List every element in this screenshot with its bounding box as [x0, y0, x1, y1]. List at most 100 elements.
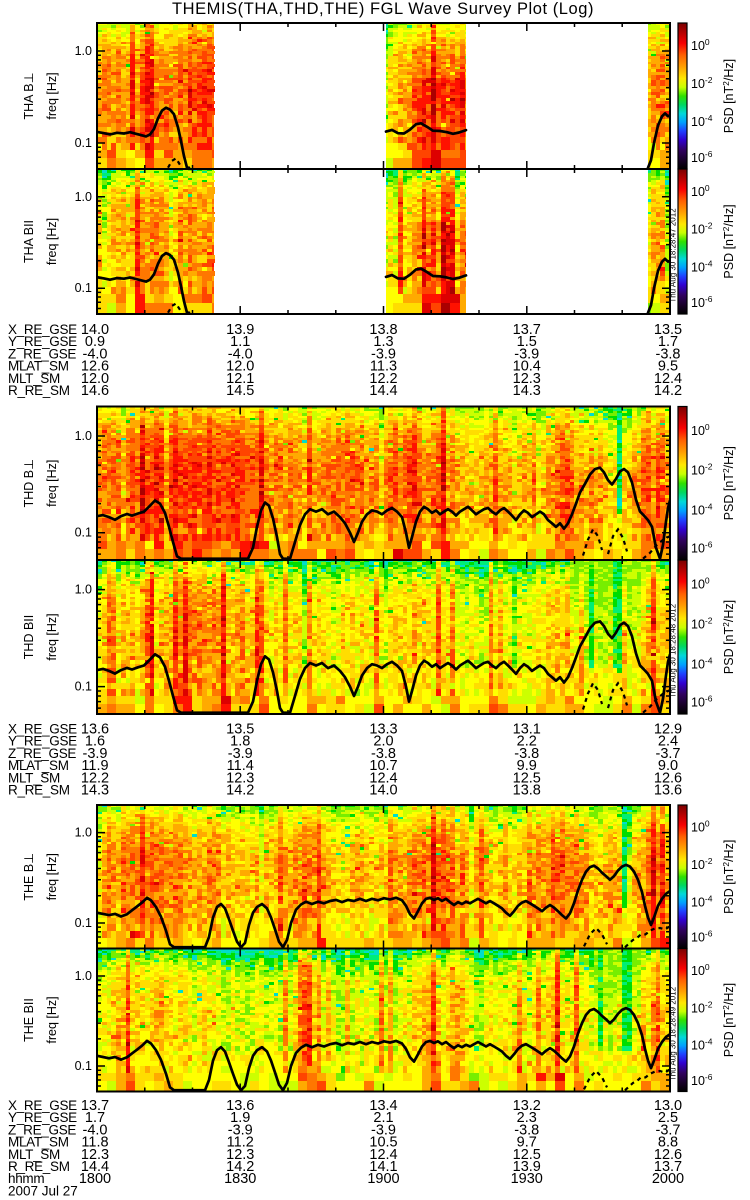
svg-text:X_RE_GSE: X_RE_GSE	[8, 1098, 77, 1113]
svg-text:12.3: 12.3	[513, 371, 541, 387]
svg-text:8.8: 8.8	[658, 1135, 678, 1151]
svg-text:Z_RE_GSE: Z_RE_GSE	[8, 1122, 76, 1137]
svg-text:Y_RE_GSE: Y_RE_GSE	[8, 1110, 77, 1125]
svg-text:12.4: 12.4	[654, 371, 682, 387]
svg-text:11.9: 11.9	[81, 758, 108, 774]
svg-text:freq [Hz]: freq [Hz]	[45, 613, 59, 660]
svg-text:1.1: 1.1	[230, 334, 250, 350]
svg-text:THEMIS(THA,THD,THE) FGL Wave S: THEMIS(THA,THD,THE) FGL Wave Survey Plot…	[172, 0, 594, 18]
svg-text:0.1: 0.1	[75, 526, 92, 540]
svg-text:Y_RE_GSE: Y_RE_GSE	[8, 334, 77, 349]
svg-text:THA B⊥: THA B⊥	[22, 72, 36, 119]
svg-text:1.6: 1.6	[85, 734, 105, 750]
svg-text:R_RE_SM: R_RE_SM	[8, 1159, 70, 1174]
svg-text:1.0: 1.0	[75, 190, 92, 204]
svg-text:1.7: 1.7	[658, 334, 678, 350]
svg-text:1.0: 1.0	[75, 826, 92, 840]
svg-text:R_RE_SM: R_RE_SM	[8, 783, 70, 798]
svg-text:0.1: 0.1	[75, 136, 92, 150]
svg-text:14.4: 14.4	[81, 1159, 109, 1175]
svg-text:-3.9: -3.9	[228, 746, 253, 762]
svg-text:11.4: 11.4	[227, 758, 254, 774]
svg-text:1.9: 1.9	[230, 1110, 250, 1126]
svg-text:2000: 2000	[652, 1171, 684, 1187]
svg-text:13.0: 13.0	[654, 1098, 682, 1114]
svg-text:12.3: 12.3	[226, 1147, 254, 1163]
svg-text:MLAT_SM: MLAT_SM	[8, 758, 69, 773]
svg-text:9.7: 9.7	[517, 1135, 537, 1151]
svg-text:freq [Hz]: freq [Hz]	[45, 218, 59, 265]
svg-text:12.0: 12.0	[226, 359, 254, 375]
svg-text:-3.9: -3.9	[83, 746, 108, 762]
svg-text:Z_RE_GSE: Z_RE_GSE	[8, 346, 76, 361]
svg-text:MLT_SM: MLT_SM	[8, 1147, 60, 1162]
svg-text:THE BII: THE BII	[22, 998, 36, 1042]
svg-text:11.3: 11.3	[370, 359, 397, 375]
svg-text:-3.9: -3.9	[228, 1122, 253, 1138]
svg-text:13.7: 13.7	[81, 1098, 109, 1114]
svg-text:1.0: 1.0	[75, 969, 92, 983]
svg-text:-3.7: -3.7	[656, 746, 681, 762]
svg-text:1.0: 1.0	[75, 44, 92, 58]
svg-text:12.5: 12.5	[513, 1147, 541, 1163]
svg-text:13.4: 13.4	[369, 1098, 397, 1114]
svg-text:hhmm: hhmm	[8, 1171, 44, 1186]
svg-text:freq [Hz]: freq [Hz]	[45, 996, 59, 1043]
svg-text:Y_RE_GSE: Y_RE_GSE	[8, 734, 77, 749]
svg-text:-4.0: -4.0	[83, 1122, 108, 1138]
svg-text:11.2: 11.2	[227, 1135, 254, 1151]
svg-text:14.0: 14.0	[369, 783, 397, 799]
svg-text:MLAT_SM: MLAT_SM	[8, 359, 69, 374]
svg-text:2.1: 2.1	[373, 1110, 393, 1126]
svg-text:12.2: 12.2	[81, 770, 109, 786]
svg-text:1.8: 1.8	[230, 734, 250, 750]
svg-text:13.2: 13.2	[513, 1098, 541, 1114]
svg-text:-4.0: -4.0	[83, 346, 108, 362]
svg-text:X_RE_GSE: X_RE_GSE	[8, 322, 77, 337]
svg-text:14.2: 14.2	[226, 1159, 254, 1175]
svg-text:MLAT_SM: MLAT_SM	[8, 1135, 69, 1150]
svg-text:Thu Aug 30 18:28:47 2012: Thu Aug 30 18:28:47 2012	[669, 208, 678, 303]
svg-text:1.5: 1.5	[517, 334, 537, 350]
svg-text:13.7: 13.7	[513, 322, 541, 338]
svg-text:14.3: 14.3	[81, 783, 109, 799]
svg-text:10.7: 10.7	[369, 758, 397, 774]
svg-text:freq [Hz]: freq [Hz]	[45, 460, 59, 507]
svg-text:Z_RE_GSE: Z_RE_GSE	[8, 746, 76, 761]
svg-text:12.4: 12.4	[369, 770, 397, 786]
svg-text:1.3: 1.3	[373, 334, 393, 350]
svg-text:-3.8: -3.8	[371, 746, 396, 762]
svg-text:2.0: 2.0	[373, 734, 393, 750]
svg-text:THA BII: THA BII	[22, 220, 36, 263]
svg-text:-4.0: -4.0	[228, 346, 253, 362]
svg-text:12.1: 12.1	[226, 371, 254, 387]
svg-text:11.8: 11.8	[81, 1135, 108, 1151]
svg-text:13.3: 13.3	[369, 722, 397, 738]
svg-text:12.6: 12.6	[81, 359, 109, 375]
svg-text:9.5: 9.5	[658, 359, 678, 375]
svg-text:MLT_SM: MLT_SM	[8, 371, 60, 386]
svg-text:14.5: 14.5	[226, 383, 254, 399]
svg-text:13.8: 13.8	[513, 783, 541, 799]
svg-text:-3.8: -3.8	[656, 346, 681, 362]
svg-text:1830: 1830	[224, 1171, 256, 1187]
svg-text:12.5: 12.5	[513, 770, 541, 786]
svg-text:1800: 1800	[79, 1171, 111, 1187]
svg-text:13.6: 13.6	[226, 1098, 254, 1114]
svg-text:THE B⊥: THE B⊥	[22, 853, 36, 901]
svg-text:14.6: 14.6	[81, 383, 109, 399]
svg-text:1.7: 1.7	[85, 1110, 105, 1126]
svg-text:1.0: 1.0	[75, 583, 92, 597]
svg-text:-3.9: -3.9	[514, 346, 539, 362]
svg-text:13.8: 13.8	[369, 322, 397, 338]
svg-text:Thu Aug 30 18:28:49 2012: Thu Aug 30 18:28:49 2012	[669, 986, 678, 1081]
svg-text:THD B⊥: THD B⊥	[22, 459, 36, 508]
svg-text:14.4: 14.4	[369, 383, 397, 399]
svg-text:1.0: 1.0	[75, 429, 92, 443]
svg-text:13.1: 13.1	[513, 722, 541, 738]
svg-text:13.5: 13.5	[226, 722, 254, 738]
svg-text:1900: 1900	[367, 1171, 399, 1187]
svg-text:13.9: 13.9	[513, 1159, 541, 1175]
svg-text:MLT_SM: MLT_SM	[8, 770, 60, 785]
svg-text:1930: 1930	[511, 1171, 543, 1187]
